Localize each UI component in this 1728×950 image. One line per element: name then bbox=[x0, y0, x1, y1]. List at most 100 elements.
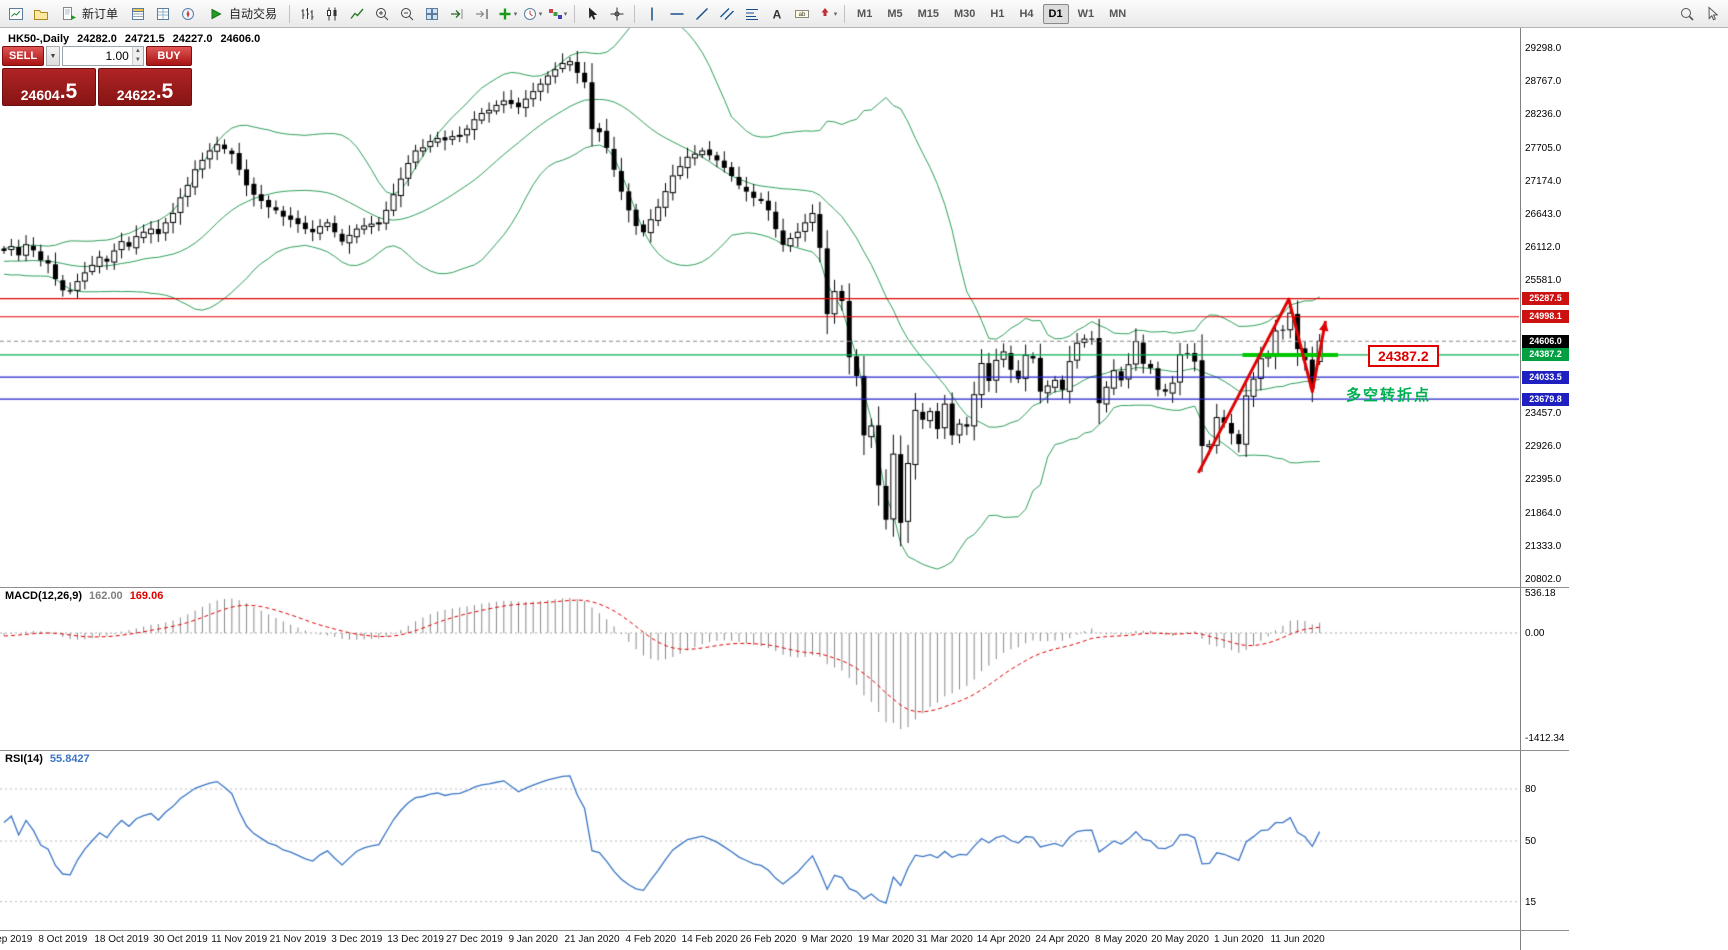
sell-price-box[interactable]: 24604 .5 bbox=[2, 68, 96, 106]
price-tag-23679.8: 23679.8 bbox=[1522, 392, 1569, 406]
rsi-header: RSI(14) 55.8427 bbox=[5, 753, 90, 765]
time-axis: 26 Sep 2019 8 Oct 2019 18 Oct 2019 30 Oct 2… bbox=[0, 932, 1519, 949]
vertical-line-icon[interactable] bbox=[640, 3, 664, 25]
auto-scroll-icon[interactable] bbox=[445, 3, 469, 25]
price-tag-24033.5: 24033.5 bbox=[1522, 370, 1569, 384]
autotrading-button[interactable]: 自动交易 bbox=[201, 3, 284, 25]
price-tag-25287.5: 25287.5 bbox=[1522, 292, 1569, 306]
time-axis-label: 31 Mar 2020 bbox=[916, 934, 973, 945]
bid-main: 24604 bbox=[20, 87, 60, 103]
chart-canvas[interactable] bbox=[0, 28, 1519, 930]
price-tag-24606.0: 24606.0 bbox=[1522, 334, 1569, 348]
timeframe-mn-button[interactable]: MN bbox=[1109, 7, 1127, 20]
turning-point-note[interactable]: 多空转折点 bbox=[1346, 387, 1432, 404]
time-axis-label: 13 Dec 2019 bbox=[387, 934, 444, 945]
timeframe-m30-button[interactable]: M30 bbox=[954, 7, 976, 20]
timeframe-w1-button[interactable]: W1 bbox=[1077, 7, 1095, 20]
time-axis-label: 11 Jun 2020 bbox=[1270, 934, 1325, 945]
macd-axis-label: -1412.34 bbox=[1525, 732, 1565, 744]
ohlc-open: 24282.0 bbox=[77, 33, 117, 45]
line-chart-icon[interactable] bbox=[345, 3, 369, 25]
buy-button[interactable]: BUY bbox=[146, 46, 192, 66]
time-axis-label: 26 Sep 2019 bbox=[0, 934, 33, 945]
timeframe-h4-button[interactable]: H4 bbox=[1019, 7, 1034, 20]
time-axis-label: 20 May 2020 bbox=[1151, 934, 1209, 945]
periods-icon[interactable]: ▾ bbox=[520, 3, 544, 25]
volume-down-button[interactable]: ▼ bbox=[132, 56, 143, 65]
candlestick-chart-icon[interactable] bbox=[320, 3, 344, 25]
price-axis-label: 22395.0 bbox=[1525, 474, 1562, 486]
toolbar-separator bbox=[289, 4, 291, 23]
time-axis-label: 3 Dec 2019 bbox=[331, 934, 383, 945]
buy-price-box[interactable]: 24622 .5 bbox=[98, 68, 192, 106]
chart-title: HK50-,Daily 24282.0 24721.5 24227.0 2460… bbox=[8, 33, 260, 45]
time-axis-separator bbox=[0, 930, 1569, 931]
time-axis-label: 9 Jan 2020 bbox=[508, 934, 558, 945]
templates-icon[interactable]: ▾ bbox=[545, 3, 569, 25]
sell-button[interactable]: SELL bbox=[2, 46, 44, 66]
price-axis-label: 21864.0 bbox=[1525, 507, 1562, 519]
indicators-icon[interactable]: ▾ bbox=[495, 3, 519, 25]
equidistant-channel-icon[interactable] bbox=[715, 3, 739, 25]
trendline-icon[interactable] bbox=[690, 3, 714, 25]
tile-windows-icon[interactable] bbox=[420, 3, 444, 25]
fibonacci-icon[interactable] bbox=[740, 3, 764, 25]
zoom-in-icon[interactable] bbox=[370, 3, 394, 25]
profiles-icon[interactable] bbox=[29, 3, 53, 25]
timeframe-h1-button[interactable]: H1 bbox=[990, 7, 1005, 20]
time-axis-label: 4 Feb 2020 bbox=[625, 934, 677, 945]
chart-shift-icon[interactable] bbox=[470, 3, 494, 25]
new-order-button[interactable]: 新订单 bbox=[54, 3, 125, 25]
zoom-out-icon[interactable] bbox=[395, 3, 419, 25]
horizontal-line-icon[interactable] bbox=[665, 3, 689, 25]
search-icon[interactable] bbox=[1675, 3, 1699, 25]
time-axis-label: 30 Oct 2019 bbox=[153, 934, 208, 945]
one-click-dropdown[interactable]: ▼ bbox=[46, 46, 60, 66]
price-axis-label: 20802.0 bbox=[1525, 574, 1562, 585]
price-tag-24387.2: 24387.2 bbox=[1522, 348, 1569, 362]
panel-separator-rsi[interactable] bbox=[0, 750, 1569, 751]
arrows-icon[interactable]: ▾ bbox=[815, 3, 839, 25]
timeframe-m1-button[interactable]: M1 bbox=[857, 7, 873, 20]
panel-separator-macd[interactable] bbox=[0, 587, 1569, 588]
svg-text:ab: ab bbox=[799, 12, 806, 18]
ask-main: 24622 bbox=[116, 87, 156, 103]
time-axis-label: 18 Oct 2019 bbox=[94, 934, 149, 945]
data-window-icon[interactable] bbox=[151, 3, 175, 25]
price-axis-label: 22926.0 bbox=[1525, 441, 1562, 453]
toolbar-separator bbox=[574, 4, 576, 23]
volume-up-button[interactable]: ▲ bbox=[132, 47, 143, 56]
text-icon[interactable]: A bbox=[765, 3, 789, 25]
volume-input[interactable] bbox=[63, 47, 132, 65]
volume-field: ▲ ▼ bbox=[62, 46, 144, 66]
timeframe-m5-button[interactable]: M5 bbox=[887, 7, 903, 20]
toolbar-separator bbox=[844, 4, 846, 23]
navigator-icon[interactable] bbox=[176, 3, 200, 25]
ohlc-low: 24227.0 bbox=[172, 33, 213, 45]
time-axis-label: 11 Nov 2019 bbox=[211, 934, 268, 945]
price-axis-label: 21333.0 bbox=[1525, 540, 1562, 552]
rsi-axis-label: 50 bbox=[1525, 836, 1537, 847]
market-watch-icon[interactable] bbox=[126, 3, 150, 25]
bar-chart-icon[interactable] bbox=[295, 3, 319, 25]
time-axis-label: 26 Feb 2020 bbox=[740, 934, 797, 945]
timeframe-d1-button[interactable]: D1 bbox=[1042, 3, 1069, 24]
macd-value-signal: 169.06 bbox=[129, 590, 164, 602]
macd-axis-label: 536.18 bbox=[1525, 588, 1556, 600]
new-chart-icon[interactable] bbox=[4, 3, 28, 25]
timeframe-m15-button[interactable]: M15 bbox=[917, 7, 939, 20]
price-axis-label: 23457.0 bbox=[1525, 408, 1562, 420]
price-callout[interactable]: 24387.2 bbox=[1368, 345, 1439, 367]
text-label-icon[interactable]: ab bbox=[790, 3, 814, 25]
pointer-icon[interactable] bbox=[1700, 3, 1724, 25]
ohlc-high: 24721.5 bbox=[124, 33, 165, 45]
crosshair-icon[interactable] bbox=[605, 3, 629, 25]
price-axis-label: 28236.0 bbox=[1525, 109, 1562, 121]
time-axis-label: 14 Apr 2020 bbox=[976, 934, 1031, 945]
time-axis-label: 19 Mar 2020 bbox=[857, 934, 915, 945]
cursor-icon[interactable] bbox=[580, 3, 604, 25]
rsi-label: RSI(14) bbox=[5, 753, 43, 765]
time-axis-label: 1 Jun 2020 bbox=[1214, 934, 1264, 945]
volume-spinner: ▲ ▼ bbox=[131, 47, 143, 65]
